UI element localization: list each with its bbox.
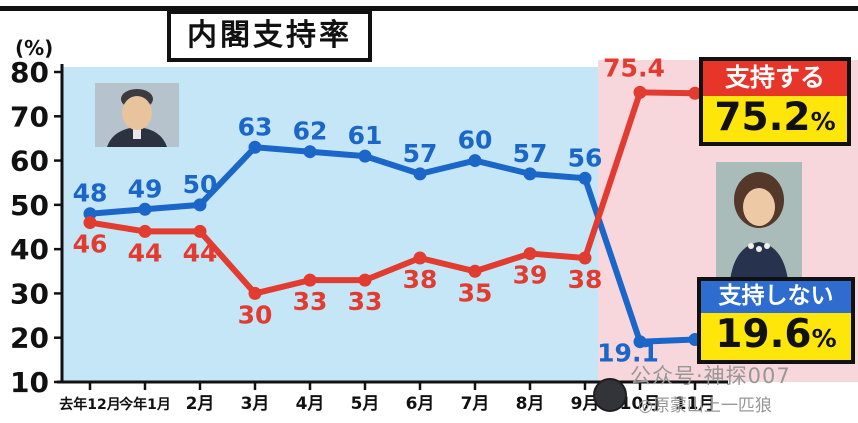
svg-text:40: 40: [10, 233, 49, 266]
svg-text:44: 44: [128, 238, 163, 267]
photo-pm-ishiba: [95, 83, 179, 147]
svg-text:61: 61: [348, 121, 383, 150]
svg-text:5月: 5月: [351, 394, 380, 414]
svg-text:49: 49: [128, 174, 163, 203]
disapprove-value-number: 19.6: [715, 311, 812, 357]
svg-text:10月: 10月: [620, 394, 661, 414]
svg-text:6月: 6月: [406, 394, 435, 414]
svg-text:4月: 4月: [296, 394, 325, 414]
svg-text:80: 80: [10, 56, 49, 89]
pearl-necklace: [756, 246, 762, 252]
top-black-bar: [0, 6, 858, 11]
approve-badge: 支持する 75.2%: [699, 57, 851, 147]
pearl-necklace: [748, 243, 754, 249]
svg-text:33: 33: [348, 287, 383, 316]
svg-text:48: 48: [73, 179, 108, 208]
watermark-line2: ◎原蒙山上一匹狼: [638, 396, 772, 416]
svg-text:60: 60: [458, 126, 493, 155]
svg-text:10: 10: [10, 366, 49, 399]
svg-text:46: 46: [73, 230, 108, 259]
watermark-line1: 公众号·神探007: [630, 364, 791, 388]
svg-text:19.1: 19.1: [597, 339, 659, 368]
svg-text:9月: 9月: [571, 394, 600, 414]
svg-text:60: 60: [10, 145, 49, 178]
face-shape: [122, 96, 152, 130]
svg-text:30: 30: [10, 277, 49, 310]
svg-text:今年1月: 今年1月: [118, 396, 171, 413]
svg-text:70: 70: [10, 100, 49, 133]
pearl-necklace: [764, 243, 770, 249]
shirt-shape: [133, 129, 141, 139]
svg-text:50: 50: [10, 189, 49, 222]
svg-text:39: 39: [513, 261, 548, 290]
approve-value-unit: %: [810, 106, 836, 136]
disapprove-badge-label: 支持しない: [701, 281, 851, 313]
svg-text:去年12月: 去年12月: [59, 396, 120, 413]
approve-badge-label: 支持する: [703, 61, 847, 96]
svg-text:62: 62: [293, 117, 328, 146]
svg-text:50: 50: [183, 170, 218, 199]
svg-text:7月: 7月: [461, 394, 490, 414]
disapprove-value-unit: %: [811, 323, 837, 353]
watermark-logo-icon: [593, 378, 627, 412]
svg-text:75.4: 75.4: [603, 53, 665, 82]
svg-text:8月: 8月: [516, 394, 545, 414]
svg-text:33: 33: [293, 287, 328, 316]
approve-badge-value: 75.2%: [703, 94, 847, 143]
svg-text:57: 57: [403, 139, 438, 168]
y-axis-unit-label: (%): [15, 36, 54, 60]
approve-value-number: 75.2: [714, 94, 811, 140]
svg-text:35: 35: [458, 278, 493, 307]
face-shape: [743, 188, 775, 226]
svg-text:44: 44: [183, 238, 218, 267]
svg-text:3月: 3月: [241, 394, 270, 414]
svg-text:20: 20: [10, 322, 49, 355]
jacket-shape: [730, 242, 788, 280]
svg-text:38: 38: [568, 265, 603, 294]
disapprove-badge: 支持しない 19.6%: [697, 277, 855, 364]
svg-text:57: 57: [513, 139, 548, 168]
svg-text:30: 30: [238, 300, 273, 329]
photo-pm-takaichi: [716, 162, 802, 280]
svg-text:2月: 2月: [186, 394, 215, 414]
svg-text:11月: 11月: [675, 394, 716, 414]
svg-text:38: 38: [403, 265, 438, 294]
chart-title: 内閣支持率: [167, 10, 372, 62]
disapprove-badge-value: 19.6%: [701, 311, 851, 360]
bangs-shape: [743, 180, 775, 196]
svg-text:63: 63: [238, 112, 273, 141]
svg-text:56: 56: [568, 143, 603, 172]
